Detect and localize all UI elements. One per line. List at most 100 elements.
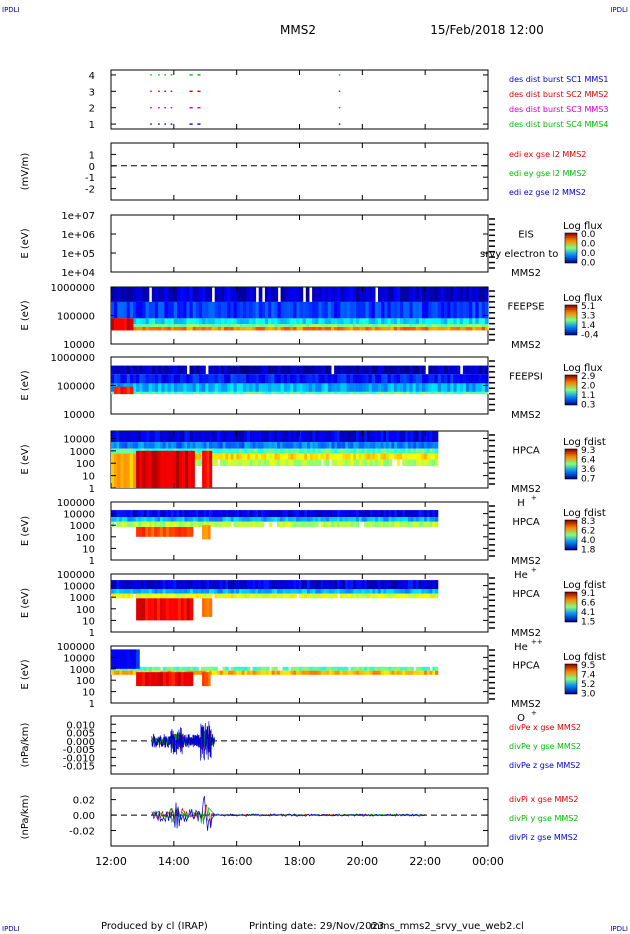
heatmap-cell [124,521,128,527]
colorbar-tick-label: 0.3 [581,401,595,411]
heatmap-cell [187,666,191,671]
heatmap-cell [301,448,305,454]
heatmap-cell [413,670,417,675]
heatmap-cell [155,374,159,384]
heatmap-cell [312,374,316,384]
heatmap-cell [252,459,256,466]
heatmap-cell [236,431,240,443]
heatmap-cell [277,324,282,327]
heatmap-cell [263,442,267,449]
heatmap-cell [345,593,349,599]
heatmap-cell [330,324,335,327]
heatmap-cell [228,453,232,460]
heatmap-patch [117,453,121,488]
heatmap-cell [192,301,197,319]
heatmap-cell [244,442,248,449]
heatmap-cell [364,666,368,671]
heatmap-cell [345,510,349,518]
heatmap-patch [159,598,164,621]
heatmap-cell [221,374,225,384]
heatmap-cell [132,670,137,675]
heatmap-cell [429,510,433,518]
heatmap-cell [268,517,273,522]
heatmap-cell [154,517,158,522]
heatmap-cell [472,383,476,392]
heatmap-cell [268,589,273,594]
heatmap-cell [418,318,423,325]
heatmap-cell [369,593,373,599]
heatmap-cell [444,318,448,325]
heatmap-cell [406,318,410,325]
heatmap-cell [258,287,263,302]
heatmap-patch [139,527,143,537]
heatmap-cell [388,459,392,466]
heatmap-cell [195,326,200,331]
heatmap-cell [307,459,311,466]
heatmap-cell [239,326,244,331]
heatmap-cell [388,589,392,594]
heatmap-cell [173,324,178,327]
legend-entry: divPe z gse MMS2 [509,761,580,770]
heatmap-cell [318,391,323,395]
heatmap-cell [233,459,237,466]
heatmap-cell [170,517,175,522]
heatmap-cell [151,589,156,594]
heatmap-cell [285,521,289,527]
heatmap-cell [368,301,373,319]
heatmap-cell [330,301,335,319]
heatmap-cell [323,448,327,454]
heatmap-cell [173,593,177,599]
heatmap-cell [308,318,313,325]
heatmap-cell [180,383,184,392]
heatmap-cell [195,374,200,384]
heatmap-cell [371,324,376,327]
heatmap-cell [127,670,131,675]
heatmap-cell [326,431,330,443]
heatmap-cell [466,318,470,325]
heatmap-cell [119,510,123,518]
heatmap-cell [317,442,322,449]
y-tick-label: 3 [89,87,95,98]
heatmap-cell [410,593,414,599]
heatmap-cell [440,383,445,392]
heatmap-cell [304,593,308,599]
heatmap-cell [202,383,206,392]
heatmap-cell [323,580,327,590]
heatmap-cell [290,301,294,319]
heatmap-cell [326,580,330,590]
heatmap-cell [327,391,332,395]
heatmap-cell [184,580,188,590]
heatmap-cell [199,287,203,302]
heatmap-cell [179,521,183,527]
heatmap-cell [337,670,341,675]
heatmap-cell [271,287,275,302]
heatmap-cell [318,383,323,392]
heatmap-cell [192,391,197,395]
heatmap-cell [396,383,401,392]
heatmap-cell [415,374,420,384]
heatmap-cell [246,365,250,375]
heatmap-cell [399,666,403,671]
heatmap-cell [124,670,128,675]
heatmap-cell [208,287,213,302]
heatmap-cell [268,391,272,395]
heatmap-cell [113,670,117,675]
heatmap-cell [444,326,448,331]
colorbar-tick-label: 3.3 [581,312,595,322]
heatmap-cell [279,442,284,449]
heatmap-cell [135,580,139,590]
heatmap-cell [426,459,431,466]
heatmap-cell [239,431,243,443]
heatmap-cell [183,383,187,392]
heatmap-cell [111,391,115,395]
heatmap-cell [290,580,294,590]
heatmap-cell [170,324,175,327]
heatmap-cell [298,670,303,675]
heatmap-cell [328,589,333,594]
heatmap-cell [170,521,175,527]
heatmap-cell [214,318,219,325]
heatmap-cell [378,391,382,395]
heatmap-cell [228,510,232,518]
heatmap-cell [466,374,470,384]
heatmap-cell [437,374,442,384]
